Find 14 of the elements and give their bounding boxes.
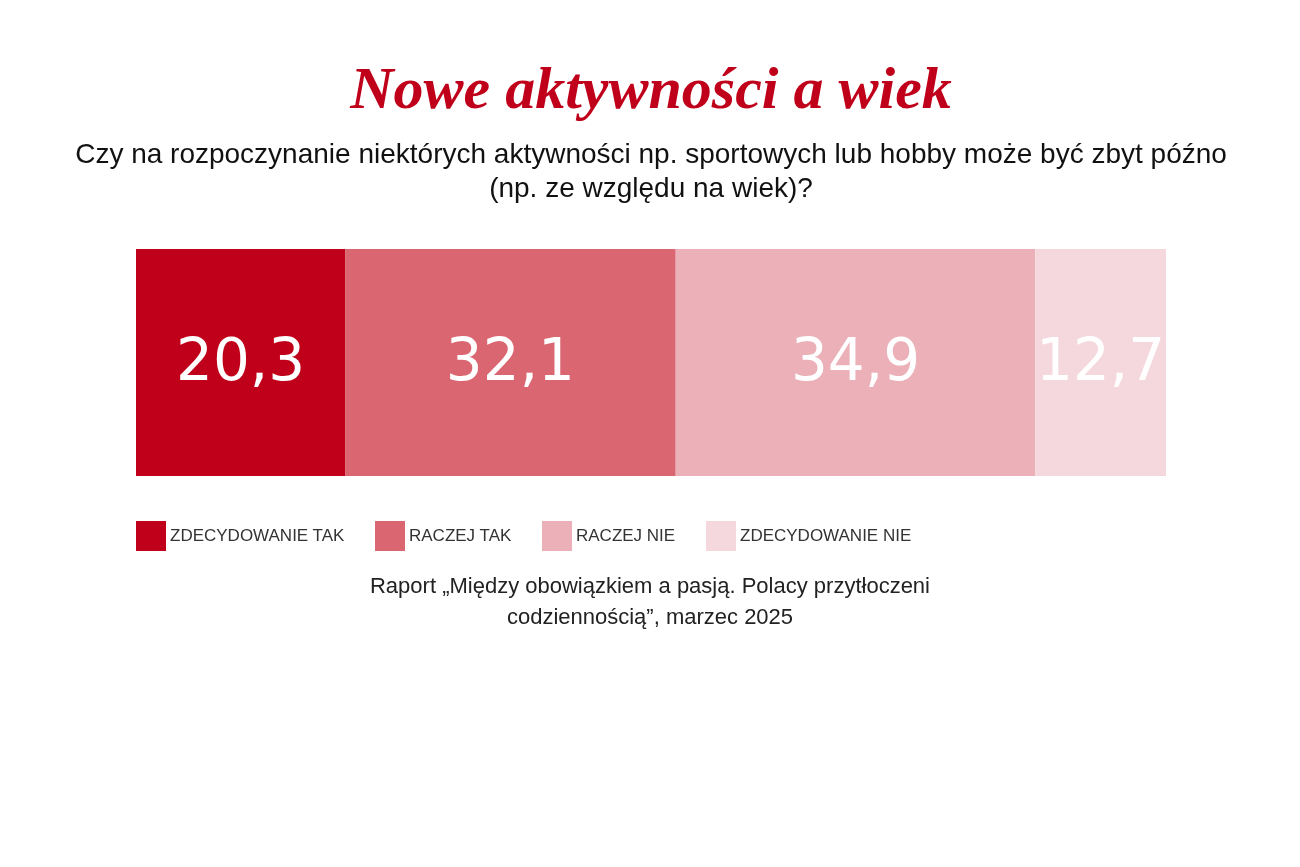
bar: [345, 249, 676, 476]
chart-subtitle: Czy na rozpoczynanie niektórych aktywności np. sportowych lub hobby może być zbyt późno (np. ze względu na wiek)?: [75, 138, 1227, 203]
data-label: 20,3: [175, 325, 306, 394]
bar: [1035, 249, 1166, 476]
legend-label: ZDECYDOWANIE TAK: [170, 526, 346, 545]
chart-title: Nowe aktywności a wiek: [349, 55, 952, 121]
legend-label: ZDECYDOWANIE NIE: [740, 526, 912, 545]
data-label: 34,9: [790, 325, 921, 394]
bar: [675, 249, 1036, 476]
legend-label: RACZEJ TAK: [409, 526, 512, 545]
legend-label: RACZEJ NIE: [576, 526, 676, 545]
text: Raport „Między obowiązkiem a pasją. Polacy przytłoczeni codziennością”, marzec 2025: [369, 572, 931, 631]
bar: [136, 249, 346, 476]
data-label: 32,1: [445, 325, 575, 394]
